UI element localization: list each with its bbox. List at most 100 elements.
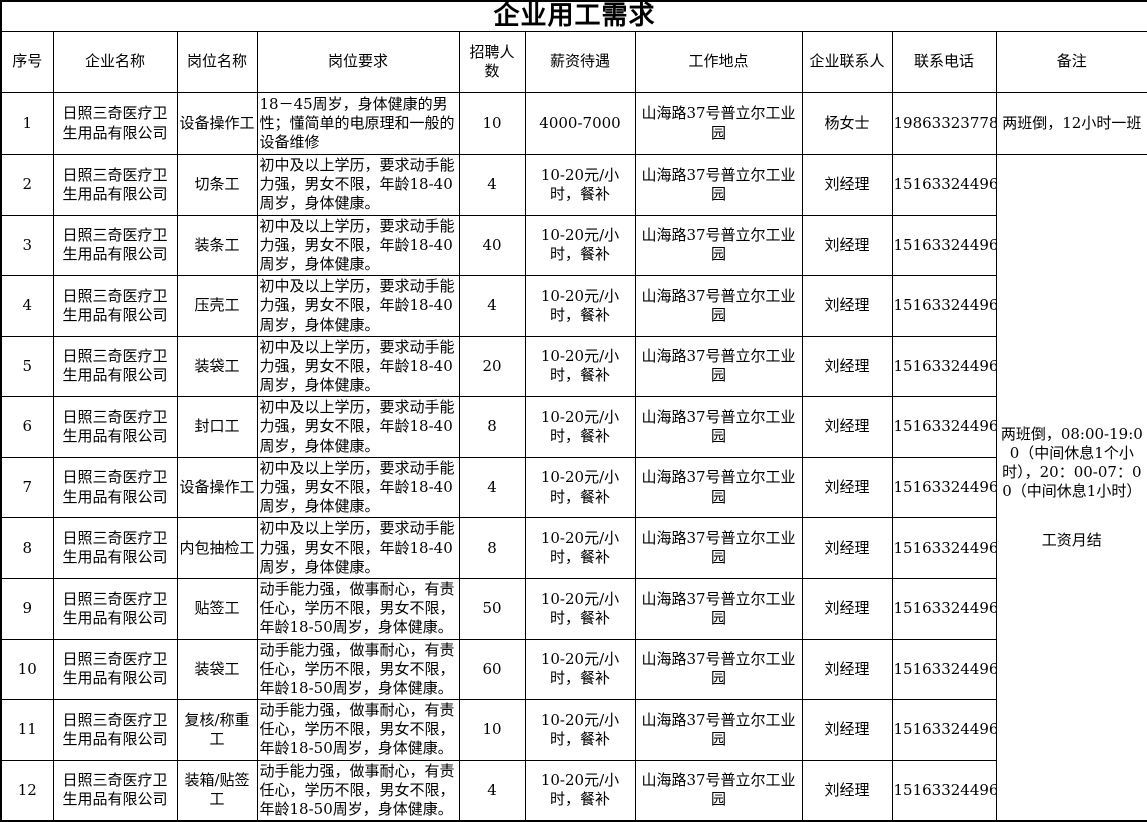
- cell-location: 山海路37号普立尔工业园: [634, 154, 803, 216]
- table-row: 7 日照三奇医疗卫生用品有限公司 设备操作工 初中及以上学历，要求动手能力强，男…: [0, 456, 1147, 519]
- cell-requirements: 动手能力强，做事耐心，有责任心，学历不限，男女不限，年龄18-50周岁，身体健康…: [256, 577, 460, 640]
- cell-salary: 10-20元/小时，餐补: [524, 517, 636, 579]
- cell-salary: 10-20元/小时，餐补: [524, 759, 636, 822]
- cell-location: 山海路37号普立尔工业园: [634, 335, 803, 398]
- cell-company: 日照三奇医疗卫生用品有限公司: [52, 396, 178, 458]
- cell-salary: 10-20元/小时，餐补: [524, 275, 636, 337]
- cell-count: 10: [458, 699, 526, 761]
- remark-shift-text: 两班倒，08:00-19:00（中间休息1个小时），20：00-07：00（中间…: [1000, 424, 1143, 501]
- cell-count: 40: [458, 214, 526, 277]
- cell-contact: 刘经理: [801, 759, 893, 822]
- column-header-remark: 备注: [995, 31, 1147, 93]
- cell-company: 日照三奇医疗卫生用品有限公司: [52, 214, 178, 277]
- cell-salary: 10-20元/小时，餐补: [524, 335, 636, 398]
- cell-contact: 刘经理: [801, 456, 893, 519]
- column-header-count: 招聘人数: [458, 31, 526, 93]
- column-header-requirements: 岗位要求: [256, 31, 460, 93]
- cell-salary: 10-20元/小时，餐补: [524, 699, 636, 761]
- cell-requirements: 初中及以上学历，要求动手能力强，男女不限，年龄18-40周岁，身体健康。: [256, 396, 460, 458]
- cell-serial: 8: [0, 517, 54, 579]
- cell-phone: 15163324496: [891, 456, 997, 519]
- cell-salary: 4000-7000: [524, 92, 636, 155]
- cell-position: 装条工: [176, 214, 258, 277]
- cell-contact: 刘经理: [801, 154, 893, 216]
- cell-company: 日照三奇医疗卫生用品有限公司: [52, 154, 178, 216]
- cell-phone: 15163324496: [891, 699, 997, 761]
- cell-phone: 15163324496: [891, 759, 997, 822]
- table-row: 11 日照三奇医疗卫生用品有限公司 复核/称重工 动手能力强，做事耐心，有责任心…: [0, 699, 1147, 761]
- cell-serial: 7: [0, 456, 54, 519]
- cell-location: 山海路37号普立尔工业园: [634, 517, 803, 579]
- column-header-company: 企业名称: [52, 31, 178, 93]
- cell-position: 复核/称重工: [176, 699, 258, 761]
- cell-contact: 杨女士: [801, 92, 893, 155]
- cell-count: 4: [458, 759, 526, 822]
- table-row: 9 日照三奇医疗卫生用品有限公司 贴签工 动手能力强，做事耐心，有责任心，学历不…: [0, 577, 1147, 640]
- cell-requirements: 18－45周岁，身体健康的男性；懂简单的电原理和一般的设备维修: [256, 92, 460, 155]
- cell-company: 日照三奇医疗卫生用品有限公司: [52, 92, 178, 155]
- cell-location: 山海路37号普立尔工业园: [634, 275, 803, 337]
- cell-phone: 15163324496: [891, 154, 997, 216]
- cell-count: 8: [458, 396, 526, 458]
- cell-location: 山海路37号普立尔工业园: [634, 759, 803, 822]
- cell-requirements: 初中及以上学历，要求动手能力强，男女不限，年龄18-40周岁，身体健康。: [256, 335, 460, 398]
- cell-location: 山海路37号普立尔工业园: [634, 396, 803, 458]
- cell-count: 60: [458, 638, 526, 701]
- cell-phone: 15163324496: [891, 275, 997, 337]
- cell-count: 4: [458, 456, 526, 519]
- cell-position: 压壳工: [176, 275, 258, 337]
- cell-serial: 2: [0, 154, 54, 216]
- table-row: 4 日照三奇医疗卫生用品有限公司 压壳工 初中及以上学历，要求动手能力强，男女不…: [0, 275, 1147, 337]
- cell-position: 内包抽检工: [176, 517, 258, 579]
- cell-contact: 刘经理: [801, 396, 893, 458]
- cell-position: 装袋工: [176, 335, 258, 398]
- cell-contact: 刘经理: [801, 335, 893, 398]
- table-row: 8 日照三奇医疗卫生用品有限公司 内包抽检工 初中及以上学历，要求动手能力强，男…: [0, 517, 1147, 579]
- remark-pay-text: 工资月结: [1041, 531, 1102, 550]
- cell-salary: 10-20元/小时，餐补: [524, 577, 636, 640]
- cell-position: 设备操作工: [176, 456, 258, 519]
- cell-requirements: 初中及以上学历，要求动手能力强，男女不限，年龄18-40周岁，身体健康。: [256, 214, 460, 277]
- column-header-contact: 企业联系人: [801, 31, 893, 93]
- cell-serial: 1: [0, 92, 54, 155]
- cell-location: 山海路37号普立尔工业园: [634, 92, 803, 155]
- cell-contact: 刘经理: [801, 214, 893, 277]
- cell-serial: 5: [0, 335, 54, 398]
- cell-salary: 10-20元/小时，餐补: [524, 638, 636, 701]
- cell-serial: 3: [0, 214, 54, 277]
- page-title: 企业用工需求: [0, 0, 1147, 32]
- header-row: 序号 企业名称 岗位名称 岗位要求 招聘人数 薪资待遇 工作地点 企业联系人 联…: [0, 31, 1147, 93]
- cell-company: 日照三奇医疗卫生用品有限公司: [52, 517, 178, 579]
- column-header-position: 岗位名称: [176, 31, 258, 93]
- cell-count: 10: [458, 92, 526, 155]
- cell-position: 切条工: [176, 154, 258, 216]
- table-row: 6 日照三奇医疗卫生用品有限公司 封口工 初中及以上学历，要求动手能力强，男女不…: [0, 396, 1147, 458]
- cell-serial: 10: [0, 638, 54, 701]
- cell-serial: 6: [0, 396, 54, 458]
- cell-location: 山海路37号普立尔工业园: [634, 456, 803, 519]
- column-header-serial: 序号: [0, 31, 54, 93]
- cell-requirements: 动手能力强，做事耐心，有责任心，学历不限，男女不限，年龄18-50周岁，身体健康…: [256, 699, 460, 761]
- cell-company: 日照三奇医疗卫生用品有限公司: [52, 335, 178, 398]
- table-row: 10 日照三奇医疗卫生用品有限公司 装袋工 动手能力强，做事耐心，有责任心，学历…: [0, 638, 1147, 701]
- cell-phone: 15163324496: [891, 335, 997, 398]
- cell-phone: 15163324496: [891, 517, 997, 579]
- column-header-phone: 联系电话: [891, 31, 997, 93]
- cell-count: 4: [458, 154, 526, 216]
- cell-count: 4: [458, 275, 526, 337]
- cell-count: 50: [458, 577, 526, 640]
- cell-serial: 12: [0, 759, 54, 822]
- cell-remark: 两班倒，12小时一班: [995, 92, 1147, 155]
- cell-contact: 刘经理: [801, 517, 893, 579]
- cell-position: 封口工: [176, 396, 258, 458]
- table-row: 1 日照三奇医疗卫生用品有限公司 设备操作工 18－45周岁，身体健康的男性；懂…: [0, 92, 1147, 155]
- cell-location: 山海路37号普立尔工业园: [634, 638, 803, 701]
- cell-requirements: 动手能力强，做事耐心，有责任心，学历不限，男女不限，年龄18-50周岁，身体健康…: [256, 638, 460, 701]
- cell-phone: 15163324496: [891, 396, 997, 458]
- cell-position: 装袋工: [176, 638, 258, 701]
- cell-phone: 15163324496: [891, 577, 997, 640]
- cell-salary: 10-20元/小时，餐补: [524, 396, 636, 458]
- cell-remark-merged: 两班倒，08:00-19:00（中间休息1个小时），20：00-07：00（中间…: [995, 154, 1147, 822]
- cell-requirements: 初中及以上学历，要求动手能力强，男女不限，年龄18-40周岁，身体健康。: [256, 456, 460, 519]
- cell-position: 设备操作工: [176, 92, 258, 155]
